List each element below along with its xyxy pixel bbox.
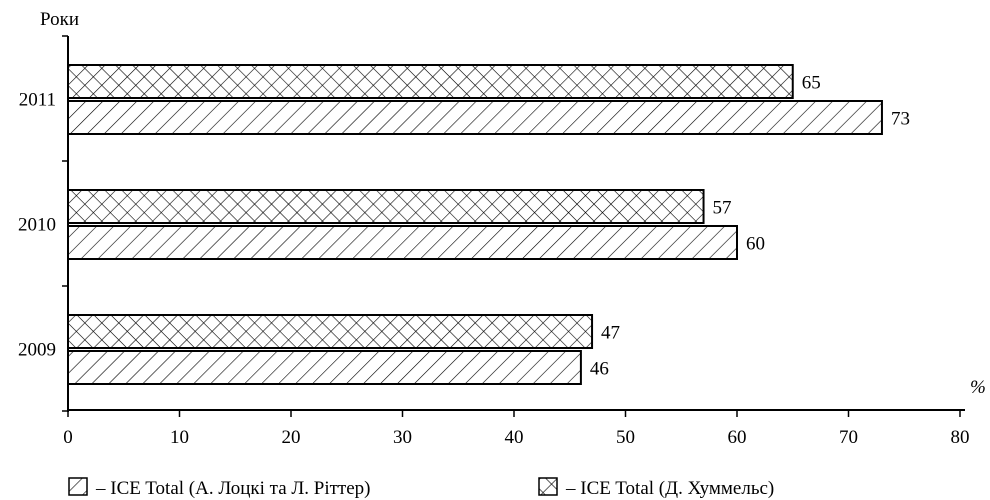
x-tick-label-70: 70 [839,427,858,448]
data-label-2011-diagonal-hatch: 73 [891,109,910,130]
y-tick-label-2009: 2009 [18,340,56,361]
x-tick-label-50: 50 [616,427,635,448]
data-label-2010-cross-hatch: 57 [713,198,732,219]
x-tick-label-80: 80 [951,427,970,448]
legend-item-diagonal-hatch: – ICE Total (А. Лоцкі та Л. Ріттер) [68,477,371,499]
x-tick-label-30: 30 [393,427,412,448]
x-axis-label: % [970,377,986,398]
y-axis-label: Роки [40,9,79,30]
x-tick-label-10: 10 [170,427,189,448]
bar-2011-cross-hatch [67,64,794,99]
data-label-2011-cross-hatch: 65 [802,73,821,94]
x-tick-label-40: 40 [505,427,524,448]
legend-swatch-diagonal-hatch [68,477,88,496]
bar-2009-cross-hatch [67,314,594,349]
legend-swatch-cross-hatch [538,477,558,496]
legend-label-cross-hatch: – ICE Total (Д. Хуммельс) [565,478,774,499]
bar-2009-diagonal-hatch [67,350,582,385]
data-label-2010-diagonal-hatch: 60 [746,234,765,255]
y-tick-label-2010: 2010 [18,215,56,236]
x-ticks: 0 10 20 30 40 50 60 70 80 [63,410,970,448]
y-tick-label-2011: 2011 [19,90,56,111]
x-tick-label-0: 0 [63,427,73,448]
x-tick-label-20: 20 [282,427,301,448]
legend-item-cross-hatch: – ICE Total (Д. Хуммельс) [538,477,774,499]
bar-2010-cross-hatch [67,189,705,224]
data-label-2009-cross-hatch: 47 [601,323,620,344]
bar-2010-diagonal-hatch [67,225,738,260]
data-label-2009-diagonal-hatch: 46 [590,359,609,380]
x-tick-label-60: 60 [728,427,747,448]
legend-label-diagonal-hatch: – ICE Total (А. Лоцкі та Л. Ріттер) [95,478,371,499]
bars: 47 46 57 60 65 73 [67,64,910,385]
y-ticks: 2009 2010 2011 [18,35,68,412]
bar-2011-diagonal-hatch [67,100,883,135]
legend: – ICE Total (А. Лоцкі та Л. Ріттер) – IC… [68,477,774,499]
